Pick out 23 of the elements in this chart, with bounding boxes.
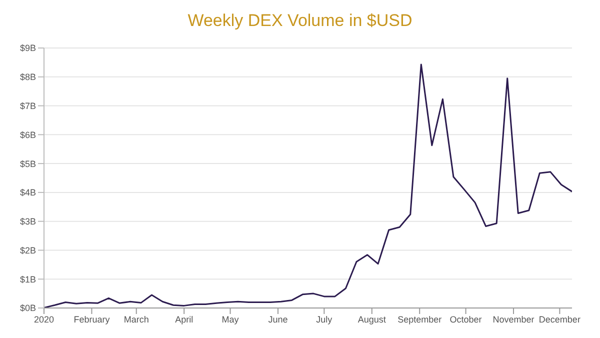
x-tick-label: April xyxy=(175,314,194,324)
x-tick-label: September xyxy=(398,314,442,324)
x-tick-label: August xyxy=(358,314,386,324)
y-tick-label: $3B xyxy=(20,216,36,227)
y-tick-label: $4B xyxy=(20,188,36,198)
x-tick-label: 2020 xyxy=(34,314,54,324)
y-tick-label: $2B xyxy=(20,245,36,256)
y-tick-label: $9B xyxy=(20,43,36,54)
x-tick-label: November xyxy=(492,314,534,324)
y-tick-label: $0B xyxy=(20,303,36,314)
x-tick-label: March xyxy=(124,314,149,324)
x-tick-label: October xyxy=(450,314,482,324)
x-tick-label: June xyxy=(268,314,288,324)
x-tick-label: July xyxy=(316,314,333,324)
x-tick-label: December xyxy=(538,314,580,324)
chart-title: Weekly DEX Volume in $USD xyxy=(186,10,414,32)
y-tick-label: $5B xyxy=(20,158,36,169)
x-tick-label: May xyxy=(222,314,240,324)
y-tick-label: $8B xyxy=(20,72,36,82)
y-tick-label: $1B xyxy=(20,274,36,284)
x-tick-label: February xyxy=(74,314,110,324)
y-tick-label: $7B xyxy=(20,100,36,111)
y-tick-label: $6B xyxy=(20,130,36,140)
